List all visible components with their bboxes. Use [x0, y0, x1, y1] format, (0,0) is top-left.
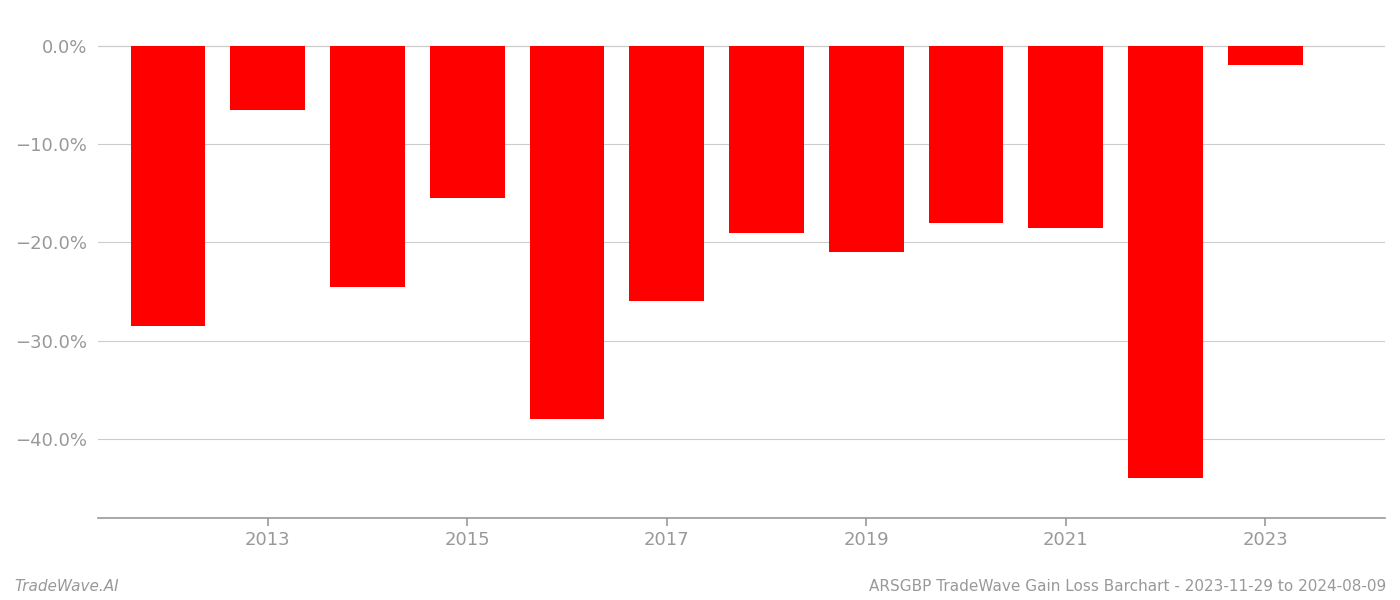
Bar	[430, 46, 504, 198]
Bar	[230, 46, 305, 110]
Bar	[1029, 46, 1103, 227]
Bar	[729, 46, 804, 233]
Bar	[330, 46, 405, 287]
Bar	[928, 46, 1004, 223]
Bar	[829, 46, 903, 252]
Text: TradeWave.AI: TradeWave.AI	[14, 579, 119, 594]
Bar	[630, 46, 704, 301]
Text: ARSGBP TradeWave Gain Loss Barchart - 2023-11-29 to 2024-08-09: ARSGBP TradeWave Gain Loss Barchart - 20…	[869, 579, 1386, 594]
Bar	[130, 46, 206, 326]
Bar	[1228, 46, 1302, 65]
Bar	[1128, 46, 1203, 478]
Bar	[529, 46, 605, 419]
